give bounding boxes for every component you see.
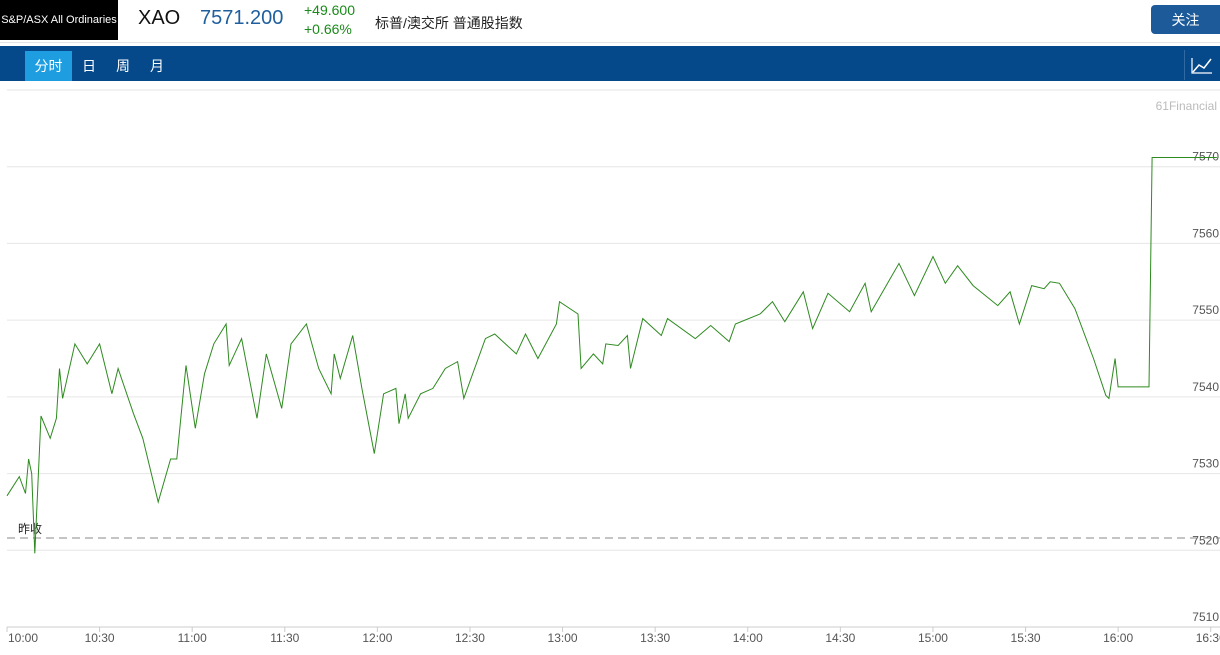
x-tick-label: 10:30 [85, 631, 115, 645]
x-tick-label: 13:00 [548, 631, 578, 645]
chart: 61Financial 7510 7520 7530 7540 7550 7560 7570… [6, 89, 1220, 645]
y-tick-label: 7540 [1192, 380, 1219, 394]
index-badge: S&P/ASX All Ordinaries [0, 0, 118, 40]
symbol: XAO [138, 7, 181, 29]
change-percent: +0.66% [304, 21, 352, 37]
price-line [6, 157, 1217, 554]
x-tick-label: 10:00 [8, 631, 38, 645]
x-tick-label: 15:00 [918, 631, 948, 645]
price: 7571.200 [200, 7, 284, 29]
x-tick-label: 16:00 [1103, 631, 1133, 645]
x-tick-label: 15:30 [1011, 631, 1041, 645]
watermark: 61Financial [1156, 99, 1217, 113]
tab[interactable]: 月 [150, 58, 164, 74]
tab[interactable]: 日 [82, 58, 96, 74]
y-tick-label: 7570 [1192, 150, 1219, 164]
y-tick-label: 7550 [1192, 303, 1219, 317]
x-tick-label: 16:30 [1196, 631, 1220, 645]
reference-label: 昨收 [18, 522, 42, 536]
header: S&P/ASX All Ordinaries XAO 7571.200 +49.… [0, 0, 1220, 43]
follow-button[interactable]: 关注 [1151, 5, 1220, 34]
x-tick-label: 13:30 [640, 631, 670, 645]
change: +49.600 [304, 2, 355, 18]
x-tick-label: 11:30 [270, 631, 299, 645]
x-tick-label: 14:30 [825, 631, 855, 645]
index-name: 标普/澳交所 普通股指数 [375, 15, 523, 31]
chart-icon[interactable] [1184, 50, 1219, 80]
y-tick-label: 7520 [1192, 533, 1219, 547]
tab[interactable]: 周 [116, 58, 130, 74]
x-tick-label: 12:30 [455, 631, 485, 645]
tab-bar: 分时 日 周 月 [0, 46, 1220, 81]
x-tick-label: 11:00 [178, 631, 207, 645]
x-tick-label: 12:00 [362, 631, 392, 645]
tab[interactable]: 分时 [25, 51, 72, 81]
y-tick-label: 7530 [1192, 457, 1219, 471]
y-tick-label: 7560 [1192, 226, 1219, 240]
y-tick-label: 7510 [1192, 610, 1219, 624]
icon-graphic [1191, 58, 1212, 74]
x-tick-label: 14:00 [733, 631, 763, 645]
